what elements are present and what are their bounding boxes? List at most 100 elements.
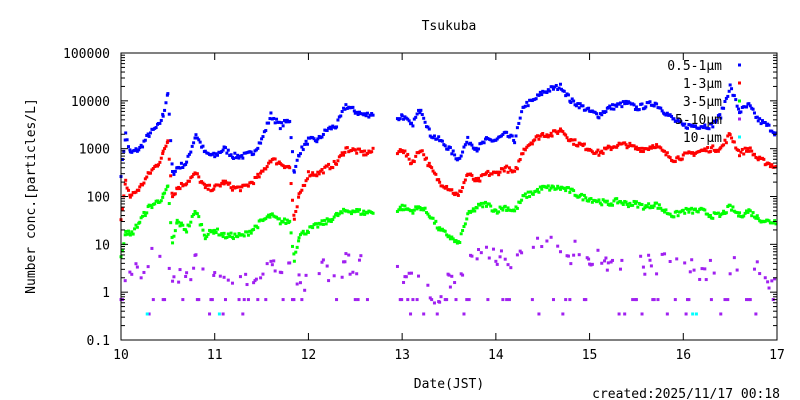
data-point: [285, 218, 289, 222]
legend-marker: [738, 63, 741, 67]
data-point: [139, 143, 143, 147]
data-point: [450, 274, 454, 278]
data-point: [625, 101, 629, 105]
data-point: [289, 231, 293, 235]
data-point: [223, 179, 227, 183]
legend: 0.5-1μm 1-3μm 3-5μm 5-10μm 10-μm: [667, 59, 741, 146]
data-point: [531, 245, 535, 249]
data-point: [489, 204, 493, 208]
data-point: [545, 133, 549, 137]
data-point: [320, 168, 324, 172]
y-tick-label: 100: [87, 191, 110, 206]
data-point: [459, 190, 463, 194]
data-point: [573, 138, 577, 142]
data-point: [684, 312, 688, 316]
y-tick-labels: 0.1 1 10 100 1000 10000 100000: [63, 47, 110, 349]
data-point: [142, 270, 146, 274]
data-point: [723, 100, 727, 104]
data-point: [124, 229, 128, 233]
data-point: [240, 185, 244, 189]
data-point: [281, 164, 285, 168]
data-point: [728, 83, 732, 87]
data-point: [368, 113, 372, 117]
data-point: [698, 126, 702, 130]
data-point: [218, 184, 222, 188]
data-point: [138, 145, 142, 149]
data-point: [404, 154, 408, 158]
data-point: [644, 105, 648, 109]
data-point: [533, 138, 537, 142]
data-point: [397, 208, 401, 212]
data-point: [518, 201, 522, 205]
data-point: [290, 198, 294, 202]
data-point: [451, 237, 455, 241]
data-point: [139, 216, 143, 220]
data-point: [564, 94, 568, 98]
data-point: [435, 137, 439, 141]
data-point: [503, 257, 507, 261]
data-point: [365, 298, 369, 302]
y-tick-label: 10: [94, 238, 110, 253]
data-point: [181, 298, 185, 302]
data-point: [316, 170, 320, 174]
data-point: [537, 93, 541, 97]
data-point: [278, 127, 282, 131]
data-point: [240, 154, 244, 158]
data-point: [750, 149, 754, 153]
data-point: [758, 272, 762, 276]
data-point: [290, 244, 294, 248]
data-point: [268, 215, 272, 219]
data-point: [525, 100, 529, 104]
data-point: [730, 208, 734, 212]
data-point: [540, 93, 544, 97]
data-point: [505, 298, 509, 302]
data-point: [462, 145, 466, 149]
data-point: [609, 107, 613, 111]
data-point: [163, 108, 167, 112]
data-point: [477, 147, 481, 151]
data-point: [238, 275, 242, 279]
data-point: [151, 298, 155, 302]
data-point: [578, 102, 582, 106]
data-point: [312, 137, 316, 141]
data-point: [664, 208, 668, 212]
data-point: [731, 205, 735, 209]
data-point: [353, 298, 357, 302]
data-point: [256, 146, 260, 150]
data-point: [415, 207, 419, 211]
data-point: [163, 298, 167, 302]
data-point: [126, 145, 130, 149]
data-point: [473, 179, 477, 183]
data-point: [298, 152, 302, 156]
data-point: [158, 254, 162, 258]
data-point: [708, 213, 712, 217]
data-point: [554, 187, 558, 191]
data-point: [236, 235, 240, 239]
data-point: [409, 312, 413, 316]
data-point: [171, 279, 175, 283]
data-point: [724, 211, 728, 215]
data-point: [471, 177, 475, 181]
data-point: [621, 202, 625, 206]
data-point: [226, 232, 230, 236]
data-point: [406, 117, 410, 121]
data-point: [443, 186, 447, 190]
data-point: [556, 184, 560, 188]
data-point: [463, 143, 467, 147]
data-point: [621, 100, 625, 104]
data-point: [680, 157, 684, 161]
data-point: [185, 271, 189, 275]
data-point: [576, 102, 580, 106]
data-point: [465, 140, 469, 144]
data-point: [150, 206, 154, 210]
data-point: [273, 269, 277, 273]
plot-frame: [120, 52, 778, 341]
data-point: [683, 122, 687, 126]
data-point: [311, 226, 315, 230]
data-point: [561, 312, 565, 316]
data-point: [715, 118, 719, 122]
data-point: [328, 218, 332, 222]
data-point: [771, 221, 775, 225]
data-point: [637, 108, 641, 112]
data-point: [461, 150, 465, 154]
